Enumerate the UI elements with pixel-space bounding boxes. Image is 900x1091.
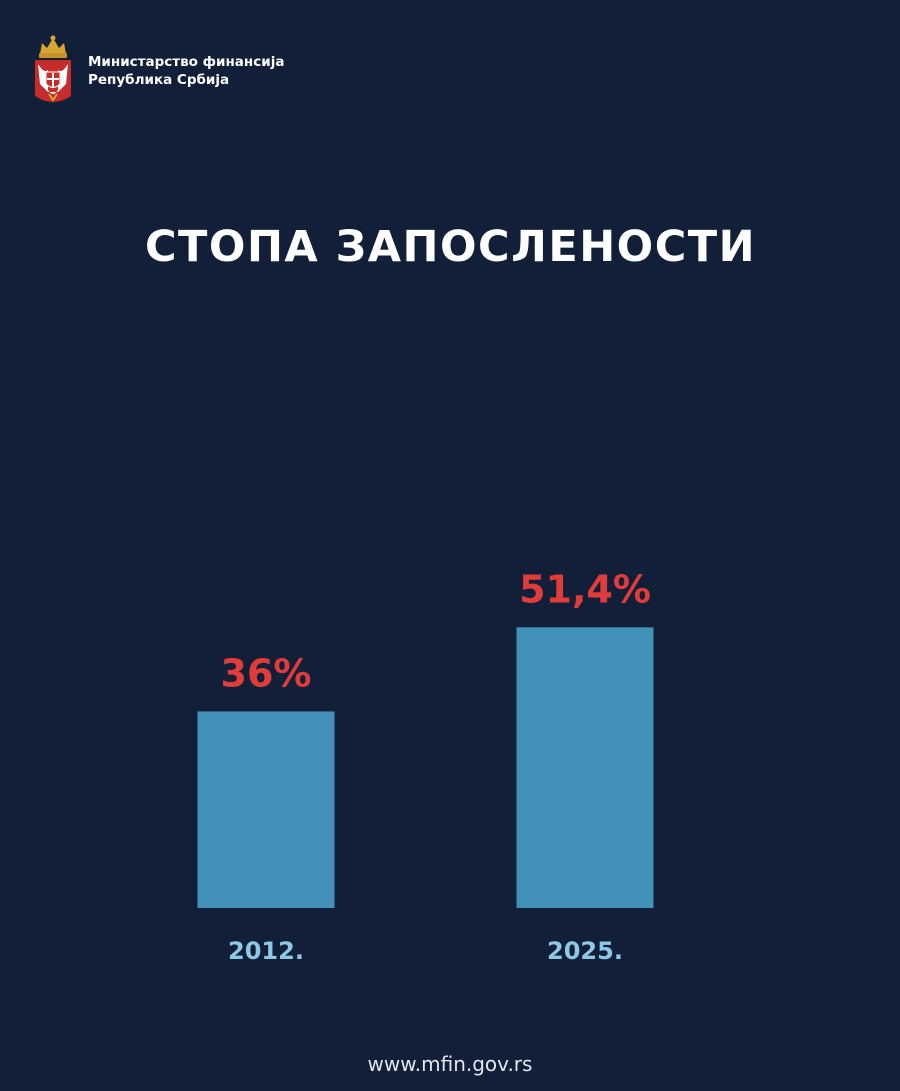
category-label-0: 2012.: [228, 937, 304, 965]
chart-title: СТОПА ЗАПОСЛЕНОСТИ: [145, 222, 757, 272]
bar-1: [516, 627, 654, 908]
ministry-name: Министарство финансија Република Србија: [88, 53, 284, 89]
value-label-1: 51,4%: [519, 567, 651, 611]
bar-0: [197, 711, 335, 908]
header: Министарство финансија Република Србија: [32, 34, 284, 108]
value-label-0: 36%: [221, 651, 312, 695]
footer-url: www.mfin.gov.rs: [367, 1052, 533, 1076]
ministry-name-line-2: Република Србија: [88, 72, 230, 88]
ministry-name-line-1: Министарство финансија: [88, 54, 285, 70]
category-label-1: 2025.: [547, 937, 623, 965]
coat-of-arms-icon: [35, 35, 71, 102]
